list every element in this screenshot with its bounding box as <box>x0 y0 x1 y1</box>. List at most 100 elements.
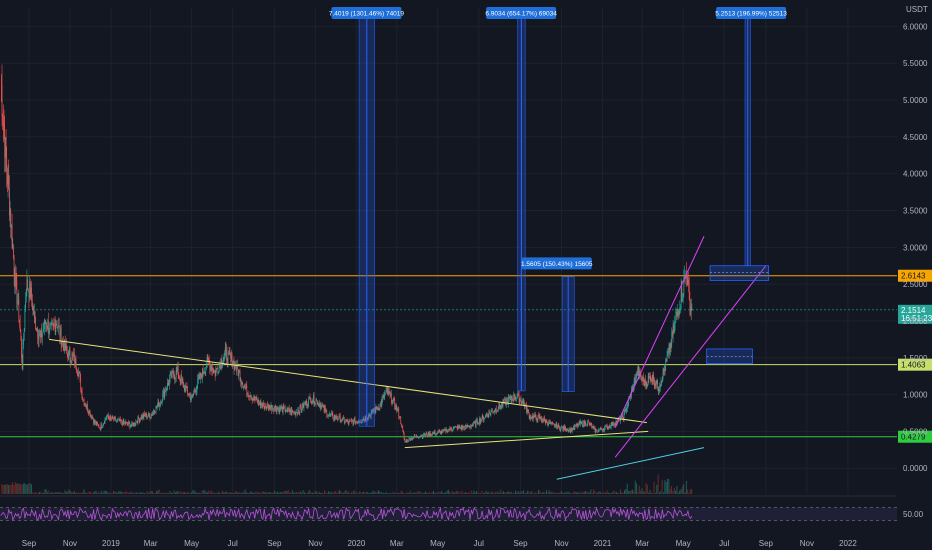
candle-body <box>496 410 498 412</box>
volume-bar <box>632 489 634 494</box>
measurement-tools[interactable]: 7.4019 (1301.46%) 74019 6.9034 (654.17%) … <box>329 7 787 427</box>
candle-body <box>210 365 211 371</box>
volume-bar <box>151 491 153 494</box>
candle-body <box>341 418 343 421</box>
candle-body <box>60 327 61 337</box>
candle-body <box>668 349 669 354</box>
candle-body <box>671 331 673 347</box>
trendlines[interactable] <box>49 236 767 480</box>
volume-bar <box>520 491 522 494</box>
candle-body <box>113 418 114 420</box>
candle-body <box>477 419 478 424</box>
candle-body <box>358 421 359 424</box>
candle-body <box>230 354 232 359</box>
volume-bar <box>411 492 413 494</box>
candle-body <box>56 323 57 326</box>
candle-body <box>261 403 263 406</box>
volume-bar <box>416 491 418 494</box>
volume-bar <box>328 491 330 494</box>
candle-body <box>648 376 650 379</box>
candle-body <box>188 393 190 395</box>
candle-body <box>475 421 477 427</box>
candle-body <box>9 210 11 216</box>
candle-body <box>600 427 602 430</box>
time-tick-label: Sep <box>759 539 774 548</box>
candle-body <box>603 428 605 431</box>
volume-bar <box>145 492 147 494</box>
candle-body <box>218 372 219 374</box>
candle-body <box>590 423 591 426</box>
candle-body <box>296 412 297 413</box>
candle-body <box>612 421 614 426</box>
volume-bar <box>125 491 127 494</box>
candle-body <box>275 406 277 410</box>
candle-body <box>308 396 310 399</box>
volume-bar <box>169 490 171 494</box>
candle-body <box>228 350 230 354</box>
candle-body <box>309 396 311 398</box>
candle-body <box>513 394 515 402</box>
candle-body <box>140 415 142 420</box>
candle-body <box>522 400 524 402</box>
candle-body <box>269 405 270 410</box>
candle-body <box>678 310 679 317</box>
candle-body <box>438 431 439 433</box>
candle-body <box>138 417 139 420</box>
candle-body <box>459 426 461 429</box>
volume-bar <box>20 483 22 494</box>
candle-body <box>95 421 96 423</box>
candle-body <box>475 421 476 427</box>
candle-body <box>427 432 429 436</box>
volume-bar <box>21 484 23 494</box>
candle-body <box>66 345 67 352</box>
time-axis[interactable]: Sep Nov 2019 Mar May Jul Sep Nov 2020 Mar May Jul Se… <box>0 535 932 550</box>
candle-body <box>434 431 435 434</box>
candle-body <box>232 363 234 367</box>
candle-body <box>346 420 348 422</box>
volume-bar <box>500 489 502 494</box>
volume-bar <box>508 491 510 494</box>
candle-body <box>87 410 89 412</box>
volume-bar <box>18 484 20 494</box>
candle-body <box>64 339 66 350</box>
target-zones[interactable] <box>706 265 769 365</box>
candle-body <box>167 382 169 384</box>
candle-body <box>29 281 30 299</box>
candle-body <box>583 420 585 426</box>
candle-body <box>567 429 568 431</box>
price-tag <box>898 430 932 443</box>
candle-body <box>690 306 692 311</box>
candle-body <box>418 437 420 439</box>
candle-body <box>455 426 457 428</box>
candle-body <box>679 308 681 313</box>
candle-body <box>11 224 13 249</box>
candle-body <box>276 408 278 412</box>
candle-body <box>251 397 253 401</box>
candle-body <box>240 380 242 382</box>
volume-bar <box>352 491 354 494</box>
candle-body <box>2 116 4 121</box>
volume-bar <box>126 491 128 494</box>
price-axis[interactable]: USDT 6.00005.50005.00004.50004.00003.500… <box>903 5 928 473</box>
volume-bar <box>40 491 42 494</box>
candle-body <box>265 406 267 409</box>
volume-bar <box>637 492 639 494</box>
candle-body <box>580 421 582 424</box>
volume-bar <box>575 492 577 494</box>
candle-body <box>349 420 351 422</box>
candle-body <box>688 285 690 300</box>
volume-bar <box>377 490 379 494</box>
candle-body <box>163 391 165 398</box>
time-tick-label: May <box>430 539 445 548</box>
volume-bar <box>57 492 59 494</box>
candle-body <box>666 355 668 362</box>
candle-body <box>436 432 438 434</box>
volume-bar <box>430 492 432 494</box>
candle-body <box>102 424 104 427</box>
candle-body <box>397 409 399 411</box>
candle-body <box>267 404 268 406</box>
candle-body <box>429 432 431 437</box>
volume-bar <box>69 491 71 494</box>
volume-bar <box>104 490 106 494</box>
